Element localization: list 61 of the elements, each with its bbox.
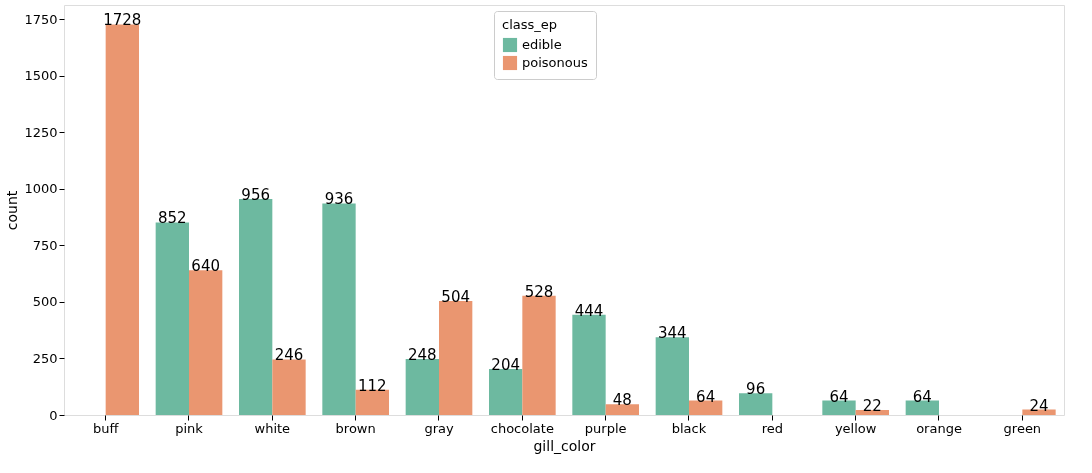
x-tick-label: orange bbox=[916, 420, 962, 436]
bar bbox=[605, 404, 639, 415]
data-label: 248 bbox=[408, 345, 437, 364]
x-tick-label: purple bbox=[584, 420, 627, 436]
data-label: 344 bbox=[658, 324, 687, 343]
x-axis-title: gill_color bbox=[533, 437, 596, 454]
bar bbox=[405, 358, 439, 415]
y-tick-label: 1750 bbox=[24, 11, 58, 27]
y-tick-label: 750 bbox=[32, 237, 58, 253]
legend-title: class_ep bbox=[502, 17, 558, 32]
data-label: 852 bbox=[158, 209, 187, 228]
y-tick-label: 1000 bbox=[24, 181, 58, 197]
y-tick-label: 250 bbox=[32, 351, 58, 366]
data-label: 64 bbox=[829, 387, 849, 406]
x-tick-label: gray bbox=[424, 420, 454, 436]
y-tick-label: 1250 bbox=[24, 124, 58, 140]
x-tick-label: pink bbox=[175, 420, 204, 436]
data-label: 956 bbox=[241, 185, 270, 204]
x-tick-label: green bbox=[1003, 420, 1042, 436]
data-label: 96 bbox=[746, 380, 766, 399]
data-label: 936 bbox=[324, 190, 354, 209]
data-label: 112 bbox=[358, 376, 387, 395]
x-tick-label: chocolate bbox=[490, 420, 554, 436]
bar bbox=[189, 270, 223, 415]
bar bbox=[689, 400, 723, 415]
bar bbox=[905, 400, 939, 415]
legend-label: edible bbox=[522, 37, 562, 52]
y-tick-label: 500 bbox=[32, 294, 58, 310]
data-label: 528 bbox=[524, 282, 554, 301]
y-tick-label: 0 bbox=[49, 407, 58, 423]
data-label: 64 bbox=[696, 387, 716, 406]
bar bbox=[355, 389, 389, 415]
x-tick-label: white bbox=[254, 420, 291, 436]
x-tick-label: buff bbox=[92, 420, 120, 436]
bar bbox=[322, 203, 356, 415]
data-label: 204 bbox=[491, 355, 520, 374]
bar bbox=[739, 393, 773, 415]
data-label: 1728 bbox=[103, 11, 142, 30]
bar bbox=[522, 295, 556, 415]
bar bbox=[105, 24, 139, 415]
data-label: 24 bbox=[1029, 396, 1049, 415]
data-label: 48 bbox=[612, 391, 632, 410]
data-label: 246 bbox=[274, 346, 304, 365]
data-label: 640 bbox=[191, 257, 220, 276]
data-label: 64 bbox=[912, 387, 932, 406]
bar bbox=[239, 198, 273, 415]
y-tick-label: 1500 bbox=[24, 68, 58, 84]
x-tick-label: black bbox=[671, 420, 707, 436]
bar bbox=[489, 368, 523, 415]
bar bbox=[272, 359, 306, 415]
bar bbox=[439, 301, 473, 415]
x-tick-label: brown bbox=[335, 420, 376, 436]
bar bbox=[155, 222, 189, 415]
bar bbox=[822, 400, 856, 415]
legend-label: poisonous bbox=[522, 55, 588, 70]
y-axis-title: count bbox=[4, 190, 21, 231]
data-label: 444 bbox=[574, 301, 604, 320]
bar bbox=[655, 337, 689, 415]
x-tick-label: red bbox=[761, 420, 783, 436]
x-tick-label: yellow bbox=[834, 420, 877, 436]
bar bbox=[572, 314, 606, 415]
